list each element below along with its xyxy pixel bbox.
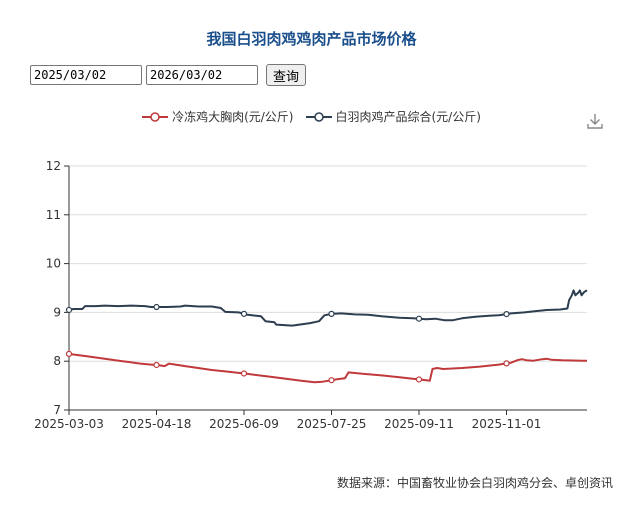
series-line-0 <box>68 352 587 384</box>
end-date-input[interactable] <box>146 65 258 85</box>
legend-line-marker-icon <box>305 111 332 122</box>
y-tick-label: 10 <box>46 257 61 271</box>
data-point <box>240 310 248 317</box>
chart-title: 我国白羽肉鸡鸡肉产品市场价格 <box>206 30 417 48</box>
data-point <box>328 377 335 384</box>
data-point <box>503 360 510 367</box>
x-tick-label: 2025-11-01 <box>472 417 542 431</box>
download-button[interactable] <box>586 112 604 134</box>
data-point <box>503 310 510 318</box>
x-tick-label: 2025-09-11 <box>384 417 454 431</box>
data-source: 数据来源：中国畜牧业协会白羽肉鸡分会、卓创资讯 <box>336 476 613 490</box>
y-tick-label: 12 <box>46 159 61 173</box>
data-point <box>240 370 248 377</box>
series-line-1 <box>68 289 588 327</box>
data-point <box>415 315 423 322</box>
legend-label-composite: 白羽肉鸡产品综合(元/公斤) <box>335 110 481 124</box>
y-tick-label: 8 <box>53 354 61 368</box>
legend-line-marker-icon <box>142 111 169 122</box>
query-button[interactable]: 查询 <box>266 64 307 86</box>
data-point <box>328 310 335 317</box>
chart-legend: 冷冻鸡大胸肉(元/公斤) 白羽肉鸡产品综合(元/公斤) <box>0 108 623 125</box>
y-tick-label: 11 <box>46 208 61 222</box>
x-tick-label: 2025-04-18 <box>122 417 192 431</box>
legend-item-composite[interactable]: 白羽肉鸡产品综合(元/公斤) <box>305 108 481 125</box>
legend-label-breast: 冷冻鸡大胸肉(元/公斤) <box>172 110 294 124</box>
data-point <box>415 376 423 383</box>
line-chart: 7 8 9 10 11 12 2025-03-03 2025-04-18 2025-06-09 2… <box>34 159 588 431</box>
x-tick-label: 2025-03-03 <box>34 417 104 431</box>
data-point <box>65 350 73 357</box>
legend-item-breast[interactable]: 冷冻鸡大胸肉(元/公斤) <box>142 108 294 125</box>
y-tick-label: 9 <box>53 305 61 319</box>
start-date-input[interactable] <box>30 65 142 85</box>
data-point <box>153 303 160 311</box>
download-icon <box>587 114 603 129</box>
data-point <box>65 306 73 314</box>
date-controls: 查询 <box>30 64 307 86</box>
y-tick-label: 7 <box>53 403 61 417</box>
data-point <box>153 361 160 369</box>
x-tick-label: 2025-06-09 <box>209 417 279 431</box>
x-tick-label: 2025-07-25 <box>297 417 367 431</box>
